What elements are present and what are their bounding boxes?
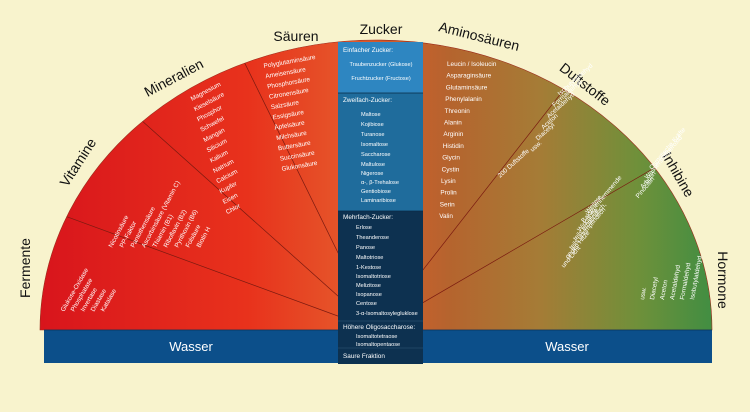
zucker-mehrfach-item: Centose [356, 301, 377, 307]
sector-item: Leucin / Isoleucin [447, 61, 497, 68]
zucker-zweifach-item: Kojibiose [361, 122, 384, 128]
sector-item: Threonin [445, 108, 471, 115]
zucker-zweifach-item: Maltulose [361, 162, 385, 168]
zucker-column-upper [338, 42, 423, 93]
water-label-left: Wasser [169, 339, 213, 354]
zucker-mehrfach-item: Melizitose [356, 283, 381, 289]
sector-item: Prolin [440, 190, 457, 197]
sector-item: Phenylalanin [445, 96, 482, 103]
zucker-oligo-heading: Höhere Oligosaccharose: [343, 324, 415, 331]
sector-label-säuren: Säuren [273, 28, 318, 44]
zucker-mehrfach-heading: Mehrfach-Zucker: [343, 214, 393, 221]
zucker-oligo-item: Isomaltotetraose [356, 334, 397, 340]
zucker-oligo-item: Isomaltopentaose [356, 342, 400, 348]
sector-divider [66, 216, 377, 331]
sector-item: Glycin [442, 155, 460, 162]
water-band-left [44, 330, 338, 363]
zucker-mehrfach-item: Isopanose [356, 292, 382, 298]
sector-item: Alanin [444, 120, 462, 127]
zucker-einfach-item: Fruchtzucker (Fructose) [351, 76, 411, 82]
zucker-column-lower [338, 211, 423, 364]
sector-item: Diacetyl [649, 277, 660, 301]
zucker-zweifach-item: Gentiobiose [361, 189, 391, 195]
sector-item: Lysin [441, 178, 456, 185]
zucker-zweifach-item: Nigerose [361, 171, 383, 177]
zucker-title: Zucker [360, 21, 403, 37]
zucker-mehrfach-item: 3-α-Isomaltosylegluklose [356, 311, 418, 317]
sector-item: Salzsäure [270, 99, 300, 111]
water-band-right [423, 330, 712, 363]
sector-item: Asparaginsäure [446, 73, 491, 80]
zucker-zweifach-item: Turanose [361, 132, 384, 138]
zucker-column-mid [338, 93, 423, 211]
zucker-zweifach-item: Laminaribiose [361, 198, 396, 204]
zucker-zweifach-item: α-, β-Trehalose [361, 180, 399, 186]
sector-item: Arginin [443, 131, 463, 138]
zucker-saure-heading: Saure Fraktion [343, 353, 385, 360]
zucker-mehrfach-item: Maltotriose [356, 255, 383, 261]
zucker-zweifach-heading: Zweifach-Zucker: [343, 97, 392, 104]
sector-label-fermente: Fermente [17, 238, 33, 298]
zucker-mehrfach-item: 1-Kestose [356, 265, 381, 271]
sector-item: Histidin [443, 143, 464, 150]
zucker-zweifach-item: Maltose [361, 112, 381, 118]
zucker-mehrfach-item: Isomaltotriose [356, 274, 391, 280]
sector-item: Serin [440, 201, 455, 208]
sector-label-hormone: Hormone [715, 251, 731, 309]
zucker-mehrfach-item: Theanderose [356, 235, 389, 241]
zucker-mehrfach-item: Erlose [356, 225, 372, 231]
sector-item: Aceton [659, 279, 669, 300]
zucker-einfach-item: Traubenzucker (Glukose) [350, 62, 413, 68]
zucker-zweifach-item: Saccharose [361, 152, 391, 158]
water-label-right: Wasser [545, 339, 589, 354]
zucker-einfach-heading: Einfacher Zucker: [343, 47, 393, 54]
zucker-zweifach-item: Isomaltose [361, 142, 388, 148]
sector-item: Cystin [442, 166, 460, 173]
sector-item: Glutaminsäure [446, 84, 488, 91]
sector-item: Valin [439, 213, 453, 220]
zucker-mehrfach-item: Panose [356, 245, 375, 251]
sector-divider [142, 121, 377, 331]
sector-item: usw. [639, 286, 648, 300]
